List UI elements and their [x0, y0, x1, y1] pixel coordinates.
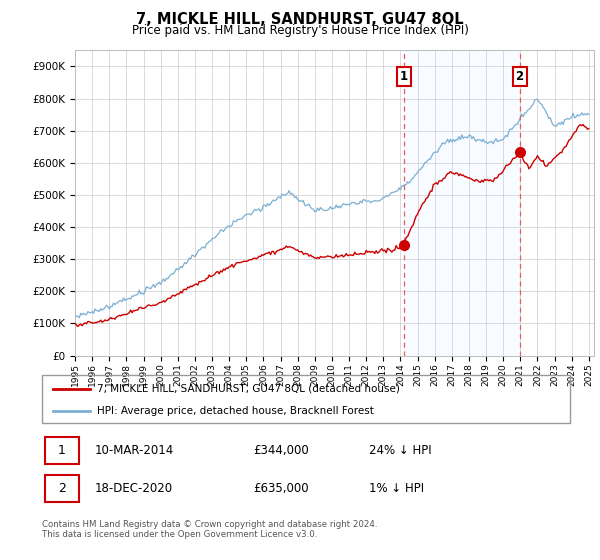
Text: 10-MAR-2014: 10-MAR-2014: [95, 444, 174, 457]
Text: 24% ↓ HPI: 24% ↓ HPI: [370, 444, 432, 457]
Text: Price paid vs. HM Land Registry's House Price Index (HPI): Price paid vs. HM Land Registry's House …: [131, 24, 469, 37]
Bar: [404, 50, 520, 356]
Text: HPI: Average price, detached house, Bracknell Forest: HPI: Average price, detached house, Brac…: [97, 406, 374, 416]
Bar: [44, 437, 79, 464]
Text: 1: 1: [400, 69, 408, 83]
Text: 7, MICKLE HILL, SANDHURST, GU47 8QL: 7, MICKLE HILL, SANDHURST, GU47 8QL: [136, 12, 464, 27]
Text: £635,000: £635,000: [253, 482, 309, 495]
Text: 18-DEC-2020: 18-DEC-2020: [95, 482, 173, 495]
Text: 1: 1: [58, 444, 66, 457]
Text: Contains HM Land Registry data © Crown copyright and database right 2024.
This d: Contains HM Land Registry data © Crown c…: [42, 520, 377, 539]
Text: 1% ↓ HPI: 1% ↓ HPI: [370, 482, 424, 495]
Text: 2: 2: [515, 69, 524, 83]
Bar: [44, 475, 79, 502]
Text: £344,000: £344,000: [253, 444, 309, 457]
Text: 2: 2: [58, 482, 66, 495]
Text: 7, MICKLE HILL, SANDHURST, GU47 8QL (detached house): 7, MICKLE HILL, SANDHURST, GU47 8QL (det…: [97, 384, 400, 394]
